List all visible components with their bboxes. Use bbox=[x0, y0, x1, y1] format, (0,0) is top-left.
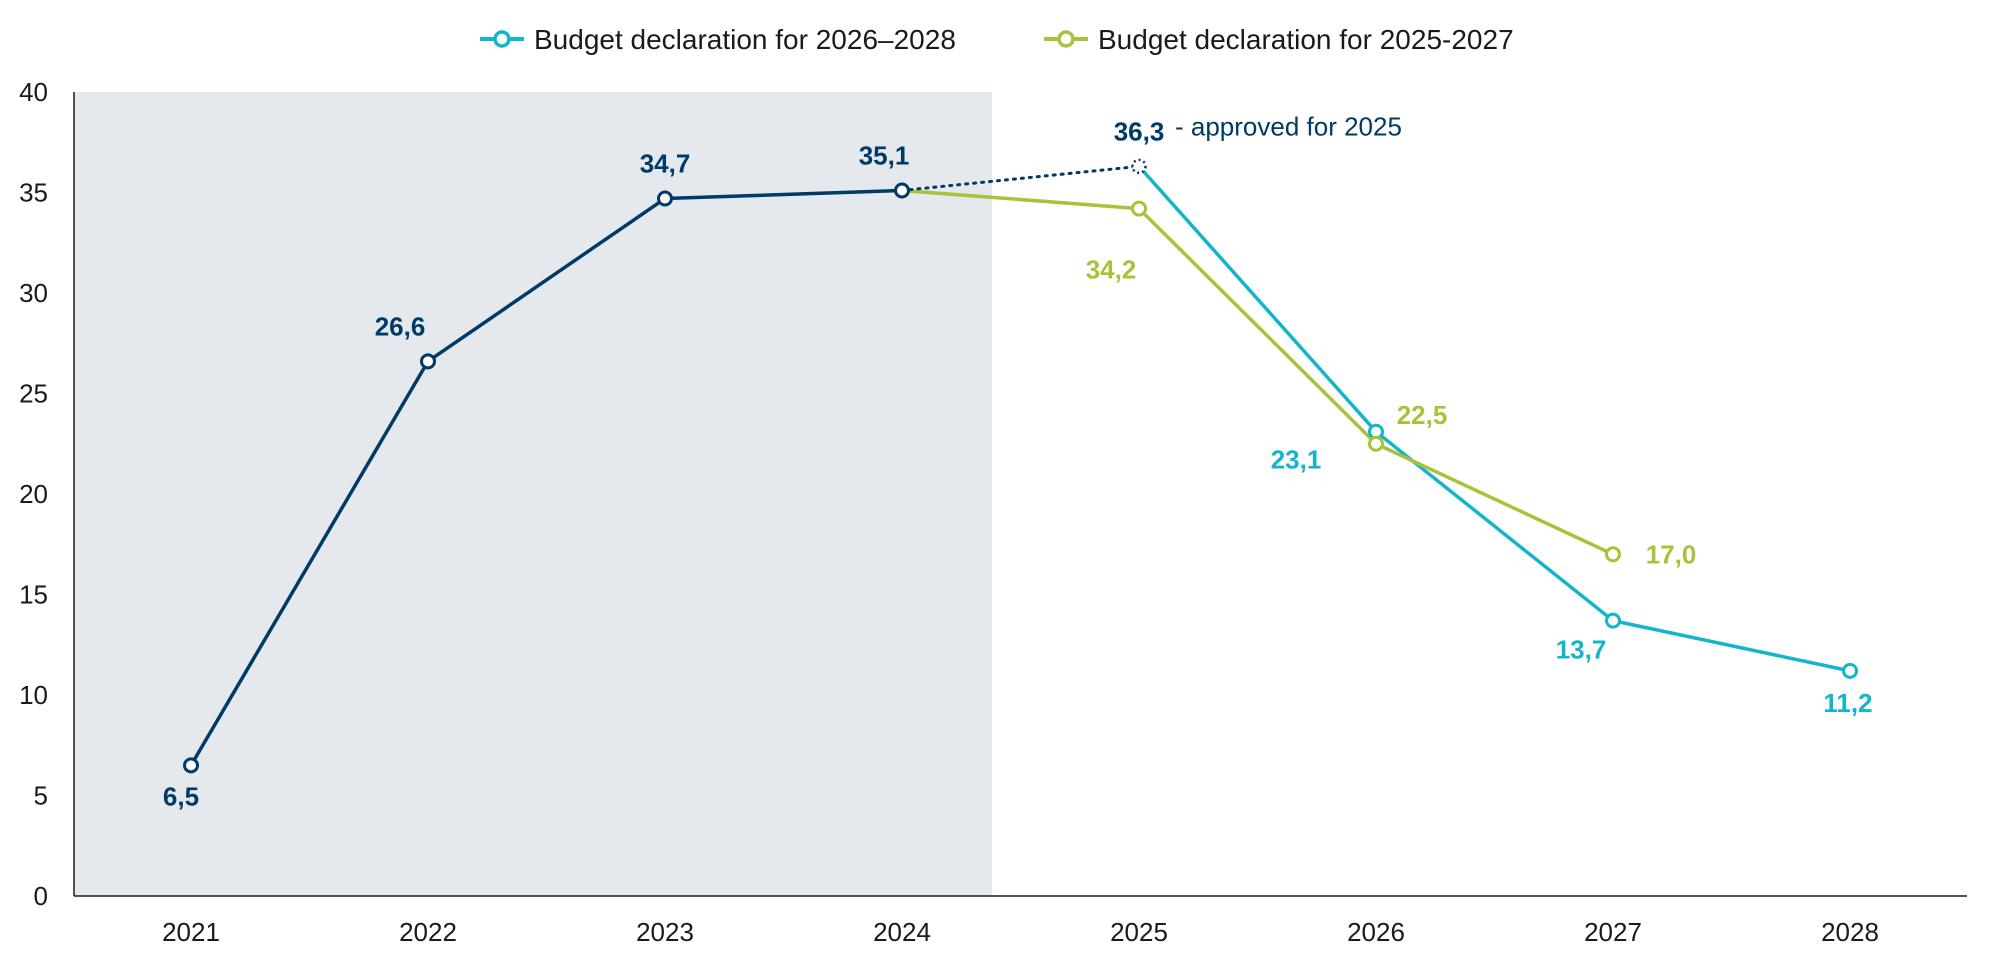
data-label-actual-2022: 26,6 bbox=[375, 311, 426, 341]
series-line-approved bbox=[900, 164, 1141, 192]
legend-item-budget-2026-2028: Budget declaration for 2026–2028 bbox=[480, 24, 956, 55]
marker-approved-2025 bbox=[1131, 158, 1147, 175]
marker-actual-2022 bbox=[420, 353, 436, 370]
legend-marker-budget-2026-2028 bbox=[493, 30, 511, 48]
data-label-b2026-2026: 23,1 bbox=[1271, 445, 1322, 475]
data-label-approved-2025: 36,3 bbox=[1114, 116, 1165, 146]
y-tick-label-30: 30 bbox=[19, 278, 48, 308]
y-axis-tick-labels: 0 5 10 15 20 25 30 35 40 bbox=[19, 77, 48, 911]
data-label-b2026-2027: 13,7 bbox=[1556, 635, 1607, 665]
series-line-b2026 bbox=[1137, 165, 1851, 673]
legend-label-budget-2025-2027: Budget declaration for 2025-2027 bbox=[1098, 24, 1514, 55]
y-tick-label-35: 35 bbox=[19, 178, 48, 208]
marker-actual-2024 bbox=[894, 182, 910, 199]
series-line-b2025 bbox=[901, 188, 1614, 556]
legend-label-budget-2026-2028: Budget declaration for 2026–2028 bbox=[534, 24, 956, 55]
data-labels: 6,5 26,6 34,7 35,1 36,3 23,1 13,7 11,2 34,2 22,5 1… bbox=[163, 116, 1873, 811]
y-tick-label-25: 25 bbox=[19, 379, 48, 409]
marker-b2025-2027 bbox=[1605, 546, 1621, 563]
marker-b2025-2025 bbox=[1131, 200, 1147, 217]
x-tick-label-2028: 2028 bbox=[1821, 917, 1879, 947]
series-lines bbox=[189, 164, 1851, 767]
y-tick-label-15: 15 bbox=[19, 580, 48, 610]
data-label-b2025-2027: 17,0 bbox=[1646, 539, 1697, 569]
annotations: - approved for 2025 bbox=[1175, 111, 1402, 141]
marker-b2026-2027 bbox=[1605, 612, 1621, 629]
x-tick-label-2027: 2027 bbox=[1584, 917, 1642, 947]
x-axis-tick-labels: 2021 2022 2023 2024 2025 2026 2027 2028 bbox=[162, 917, 1879, 947]
data-label-b2025-2025: 34,2 bbox=[1086, 255, 1137, 285]
marker-b2025-2026 bbox=[1368, 435, 1384, 452]
marker-actual-2023 bbox=[657, 190, 673, 207]
x-tick-label-2021: 2021 bbox=[162, 917, 220, 947]
y-tick-label-20: 20 bbox=[19, 479, 48, 509]
x-tick-label-2023: 2023 bbox=[636, 917, 694, 947]
legend-marker-budget-2025-2027 bbox=[1057, 30, 1075, 48]
series-markers bbox=[183, 158, 1858, 774]
y-tick-label-10: 10 bbox=[19, 680, 48, 710]
data-label-b2025-2026: 22,5 bbox=[1397, 400, 1448, 430]
data-label-b2026-2028: 11,2 bbox=[1823, 688, 1872, 718]
data-label-actual-2023: 34,7 bbox=[640, 149, 691, 179]
legend: Budget declaration for 2026–2028 Budget … bbox=[480, 24, 1514, 55]
annotation-approved-2025: - approved for 2025 bbox=[1175, 111, 1402, 141]
y-tick-label-40: 40 bbox=[19, 77, 48, 107]
marker-actual-2021 bbox=[183, 757, 199, 774]
x-tick-label-2026: 2026 bbox=[1347, 917, 1405, 947]
y-tick-label-0: 0 bbox=[34, 881, 48, 911]
data-label-actual-2024: 35,1 bbox=[859, 140, 910, 170]
x-tick-label-2024: 2024 bbox=[873, 917, 931, 947]
legend-item-budget-2025-2027: Budget declaration for 2025-2027 bbox=[1044, 24, 1514, 55]
data-label-actual-2021: 6,5 bbox=[163, 781, 199, 811]
y-tick-label-5: 5 bbox=[34, 781, 48, 811]
series-line-actual bbox=[189, 188, 903, 767]
x-tick-label-2022: 2022 bbox=[399, 917, 457, 947]
x-tick-label-2025: 2025 bbox=[1110, 917, 1168, 947]
marker-b2026-2028 bbox=[1842, 662, 1858, 679]
shaded-historical-region bbox=[74, 92, 993, 896]
